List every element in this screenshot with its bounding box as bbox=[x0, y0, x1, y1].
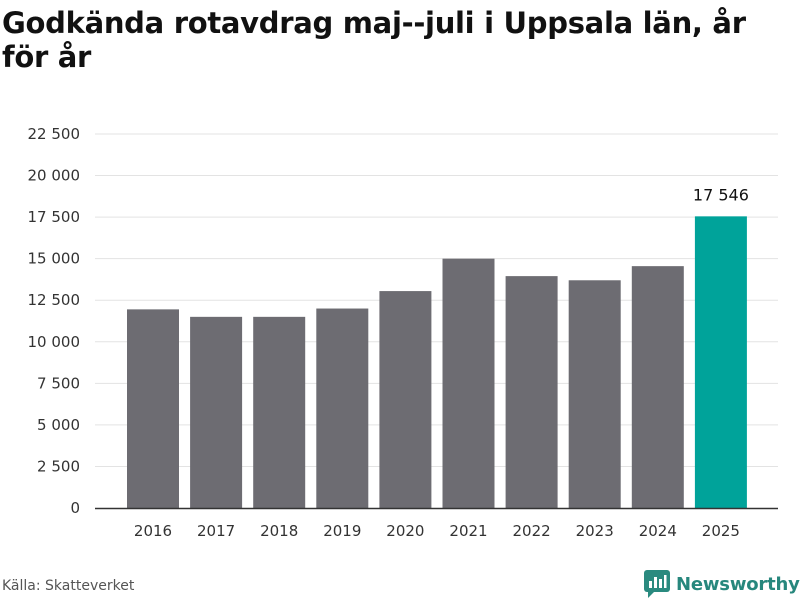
y-tick-label: 15 000 bbox=[28, 250, 81, 268]
bar-2018 bbox=[253, 316, 306, 508]
x-tick-label: 2020 bbox=[386, 522, 424, 540]
source-note: Källa: Skatteverket bbox=[2, 578, 135, 594]
y-tick-label: 12 500 bbox=[28, 291, 81, 309]
y-tick-label: 2 500 bbox=[37, 457, 80, 475]
bar-2021 bbox=[442, 258, 495, 508]
bars bbox=[127, 216, 747, 508]
bar-2016 bbox=[127, 309, 179, 508]
y-tick-label: 20 000 bbox=[28, 167, 81, 185]
bar-2019 bbox=[316, 308, 369, 508]
y-axis-tick-labels: 0 2 500 5 000 7 500 10 000 12 500 15 000 17 500… bbox=[28, 125, 81, 517]
bar-2017 bbox=[190, 316, 243, 508]
x-tick-label: 2025 bbox=[702, 522, 740, 540]
bar-2023 bbox=[568, 280, 621, 508]
bar-2020 bbox=[379, 291, 432, 508]
bar-2024 bbox=[631, 266, 684, 508]
x-tick-label: 2018 bbox=[260, 522, 298, 540]
data-labels: 17 546 bbox=[693, 185, 749, 204]
y-tick-label: 10 000 bbox=[28, 333, 81, 351]
x-tick-label: 2022 bbox=[513, 522, 551, 540]
brand-logo[interactable]: Newsworthy bbox=[644, 570, 800, 598]
x-axis-tick-labels: 2016 2017 2018 2019 2020 2021 2022 2023 2024 2025 bbox=[134, 522, 740, 540]
newsworthy-logo-icon bbox=[644, 570, 670, 598]
x-tick-label: 2017 bbox=[197, 522, 235, 540]
bar-2025 bbox=[694, 216, 747, 508]
y-tick-label: 17 500 bbox=[28, 208, 81, 226]
x-tick-label: 2019 bbox=[323, 522, 361, 540]
x-tick-label: 2016 bbox=[134, 522, 172, 540]
y-tick-label: 22 500 bbox=[28, 125, 81, 143]
y-tick-label: 7 500 bbox=[37, 374, 80, 392]
brand-name: Newsworthy bbox=[676, 573, 800, 595]
bar-2022 bbox=[505, 276, 558, 508]
y-tick-label: 5 000 bbox=[37, 416, 80, 434]
x-tick-label: 2023 bbox=[576, 522, 614, 540]
chart-title: Godkända rotavdrag maj--juli i Uppsala l… bbox=[2, 6, 746, 74]
x-tick-label: 2021 bbox=[449, 522, 487, 540]
x-tick-label: 2024 bbox=[639, 522, 677, 540]
y-tick-label: 0 bbox=[70, 499, 80, 517]
data-label: 17 546 bbox=[693, 185, 749, 204]
